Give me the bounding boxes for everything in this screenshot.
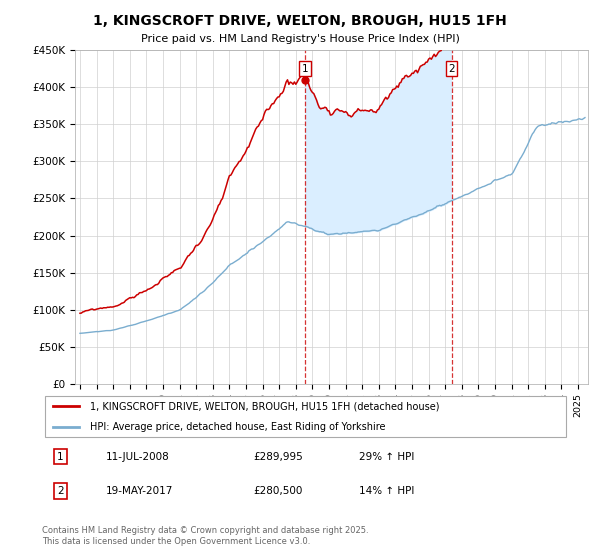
FancyBboxPatch shape	[44, 396, 566, 437]
Text: 1, KINGSCROFT DRIVE, WELTON, BROUGH, HU15 1FH: 1, KINGSCROFT DRIVE, WELTON, BROUGH, HU1…	[93, 14, 507, 28]
Text: 11-JUL-2008: 11-JUL-2008	[106, 451, 169, 461]
Text: £289,995: £289,995	[253, 451, 303, 461]
Text: 14% ↑ HPI: 14% ↑ HPI	[359, 486, 414, 496]
Text: Contains HM Land Registry data © Crown copyright and database right 2025.
This d: Contains HM Land Registry data © Crown c…	[42, 526, 368, 546]
Text: 1: 1	[302, 64, 308, 74]
Text: 29% ↑ HPI: 29% ↑ HPI	[359, 451, 414, 461]
Text: £280,500: £280,500	[253, 486, 302, 496]
Text: 1, KINGSCROFT DRIVE, WELTON, BROUGH, HU15 1FH (detached house): 1, KINGSCROFT DRIVE, WELTON, BROUGH, HU1…	[89, 401, 439, 411]
Text: 1: 1	[57, 451, 64, 461]
Text: 2: 2	[448, 64, 455, 74]
Text: Price paid vs. HM Land Registry's House Price Index (HPI): Price paid vs. HM Land Registry's House …	[140, 34, 460, 44]
Text: 2: 2	[57, 486, 64, 496]
Text: 19-MAY-2017: 19-MAY-2017	[106, 486, 173, 496]
Text: HPI: Average price, detached house, East Riding of Yorkshire: HPI: Average price, detached house, East…	[89, 422, 385, 432]
